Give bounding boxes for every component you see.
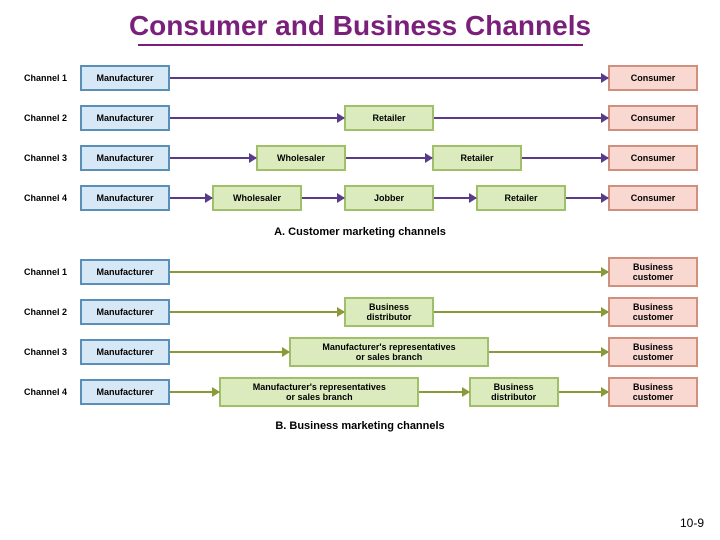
channel-row: Channel 1Manufacturer Businesscustomer: [22, 252, 698, 292]
channel-box: Consumer: [608, 65, 698, 91]
channel-box: Manufacturer: [80, 259, 170, 285]
channel-track: Manufacturer Retailer Consumer: [80, 105, 698, 131]
channel-box: Manufacturer: [80, 145, 170, 171]
channel-row: Channel 3Manufacturer Manufacturer's repr…: [22, 332, 698, 372]
channel-box: Wholesaler: [256, 145, 346, 171]
channel-track: Manufacturer Manufacturer's representativ…: [80, 337, 698, 367]
channel-track: Manufacturer Businessdistributor Businessc…: [80, 297, 698, 327]
channel-box: Manufacturer: [80, 185, 170, 211]
arrow-icon: [170, 271, 608, 273]
channel-row: Channel 4Manufacturer Wholesaler Jobber Ret…: [22, 178, 698, 218]
channel-box: Consumer: [608, 105, 698, 131]
channel-track: Manufacturer Consumer: [80, 65, 698, 91]
arrow-icon: [489, 351, 608, 353]
page-title: Consumer and Business Channels: [0, 0, 720, 44]
channel-box: Wholesaler: [212, 185, 302, 211]
arrow-icon: [434, 311, 608, 313]
channel-label: Channel 4: [22, 387, 80, 397]
arrow-icon: [522, 157, 608, 159]
channel-box: Businesscustomer: [608, 337, 698, 367]
arrow-icon: [170, 77, 608, 79]
channels-diagram: Channel 1ManufacturerConsumerChannel 2Ma…: [0, 58, 720, 432]
channel-label: Channel 4: [22, 193, 80, 203]
channel-box: Manufacturer's representativesor sales b…: [289, 337, 489, 367]
channel-row: Channel 4Manufacturer Manufacturer's repr…: [22, 372, 698, 412]
arrow-icon: [346, 157, 432, 159]
channel-row: Channel 2Manufacturer Retailer Consumer: [22, 98, 698, 138]
channel-box: Manufacturer: [80, 339, 170, 365]
channel-box: Manufacturer: [80, 105, 170, 131]
channel-box: Consumer: [608, 145, 698, 171]
arrow-icon: [302, 197, 344, 199]
channel-track: Manufacturer Manufacturer's representativ…: [80, 377, 698, 407]
arrow-icon: [170, 311, 344, 313]
arrow-icon: [559, 391, 608, 393]
page-number: 10-9: [680, 516, 704, 530]
channel-label: Channel 3: [22, 153, 80, 163]
channel-box: Businessdistributor: [469, 377, 559, 407]
channel-box: Jobber: [344, 185, 434, 211]
title-underline: [138, 44, 583, 46]
arrow-icon: [566, 197, 608, 199]
channel-box: Manufacturer: [80, 65, 170, 91]
channel-box: Retailer: [476, 185, 566, 211]
channel-row: Channel 1Manufacturer Consumer: [22, 58, 698, 98]
channel-track: Manufacturer Businesscustomer: [80, 257, 698, 287]
arrow-icon: [170, 351, 289, 353]
channel-label: Channel 2: [22, 113, 80, 123]
arrow-icon: [170, 391, 219, 393]
arrow-icon: [170, 157, 256, 159]
channel-label: Channel 3: [22, 347, 80, 357]
channel-row: Channel 2Manufacturer Businessdistributor…: [22, 292, 698, 332]
channel-label: Channel 1: [22, 267, 80, 277]
arrow-icon: [170, 197, 212, 199]
channel-box: Retailer: [432, 145, 522, 171]
channel-box: Retailer: [344, 105, 434, 131]
arrow-icon: [434, 197, 476, 199]
channel-row: Channel 3Manufacturer Wholesaler Retailer C…: [22, 138, 698, 178]
channel-box: Manufacturer: [80, 379, 170, 405]
section-caption: B. Business marketing channels: [22, 420, 698, 432]
channel-box: Manufacturer: [80, 299, 170, 325]
channel-track: Manufacturer Wholesaler Retailer Consumer: [80, 145, 698, 171]
channel-box: Businesscustomer: [608, 297, 698, 327]
arrow-icon: [419, 391, 468, 393]
channel-box: Businessdistributor: [344, 297, 434, 327]
channel-box: Manufacturer's representativesor sales b…: [219, 377, 419, 407]
section-caption: A. Customer marketing channels: [22, 226, 698, 238]
channel-track: Manufacturer Wholesaler Jobber Retailer Cons…: [80, 185, 698, 211]
arrow-icon: [434, 117, 608, 119]
channel-label: Channel 1: [22, 73, 80, 83]
arrow-icon: [170, 117, 344, 119]
channel-box: Businesscustomer: [608, 257, 698, 287]
channel-box: Businesscustomer: [608, 377, 698, 407]
channel-label: Channel 2: [22, 307, 80, 317]
channel-box: Consumer: [608, 185, 698, 211]
